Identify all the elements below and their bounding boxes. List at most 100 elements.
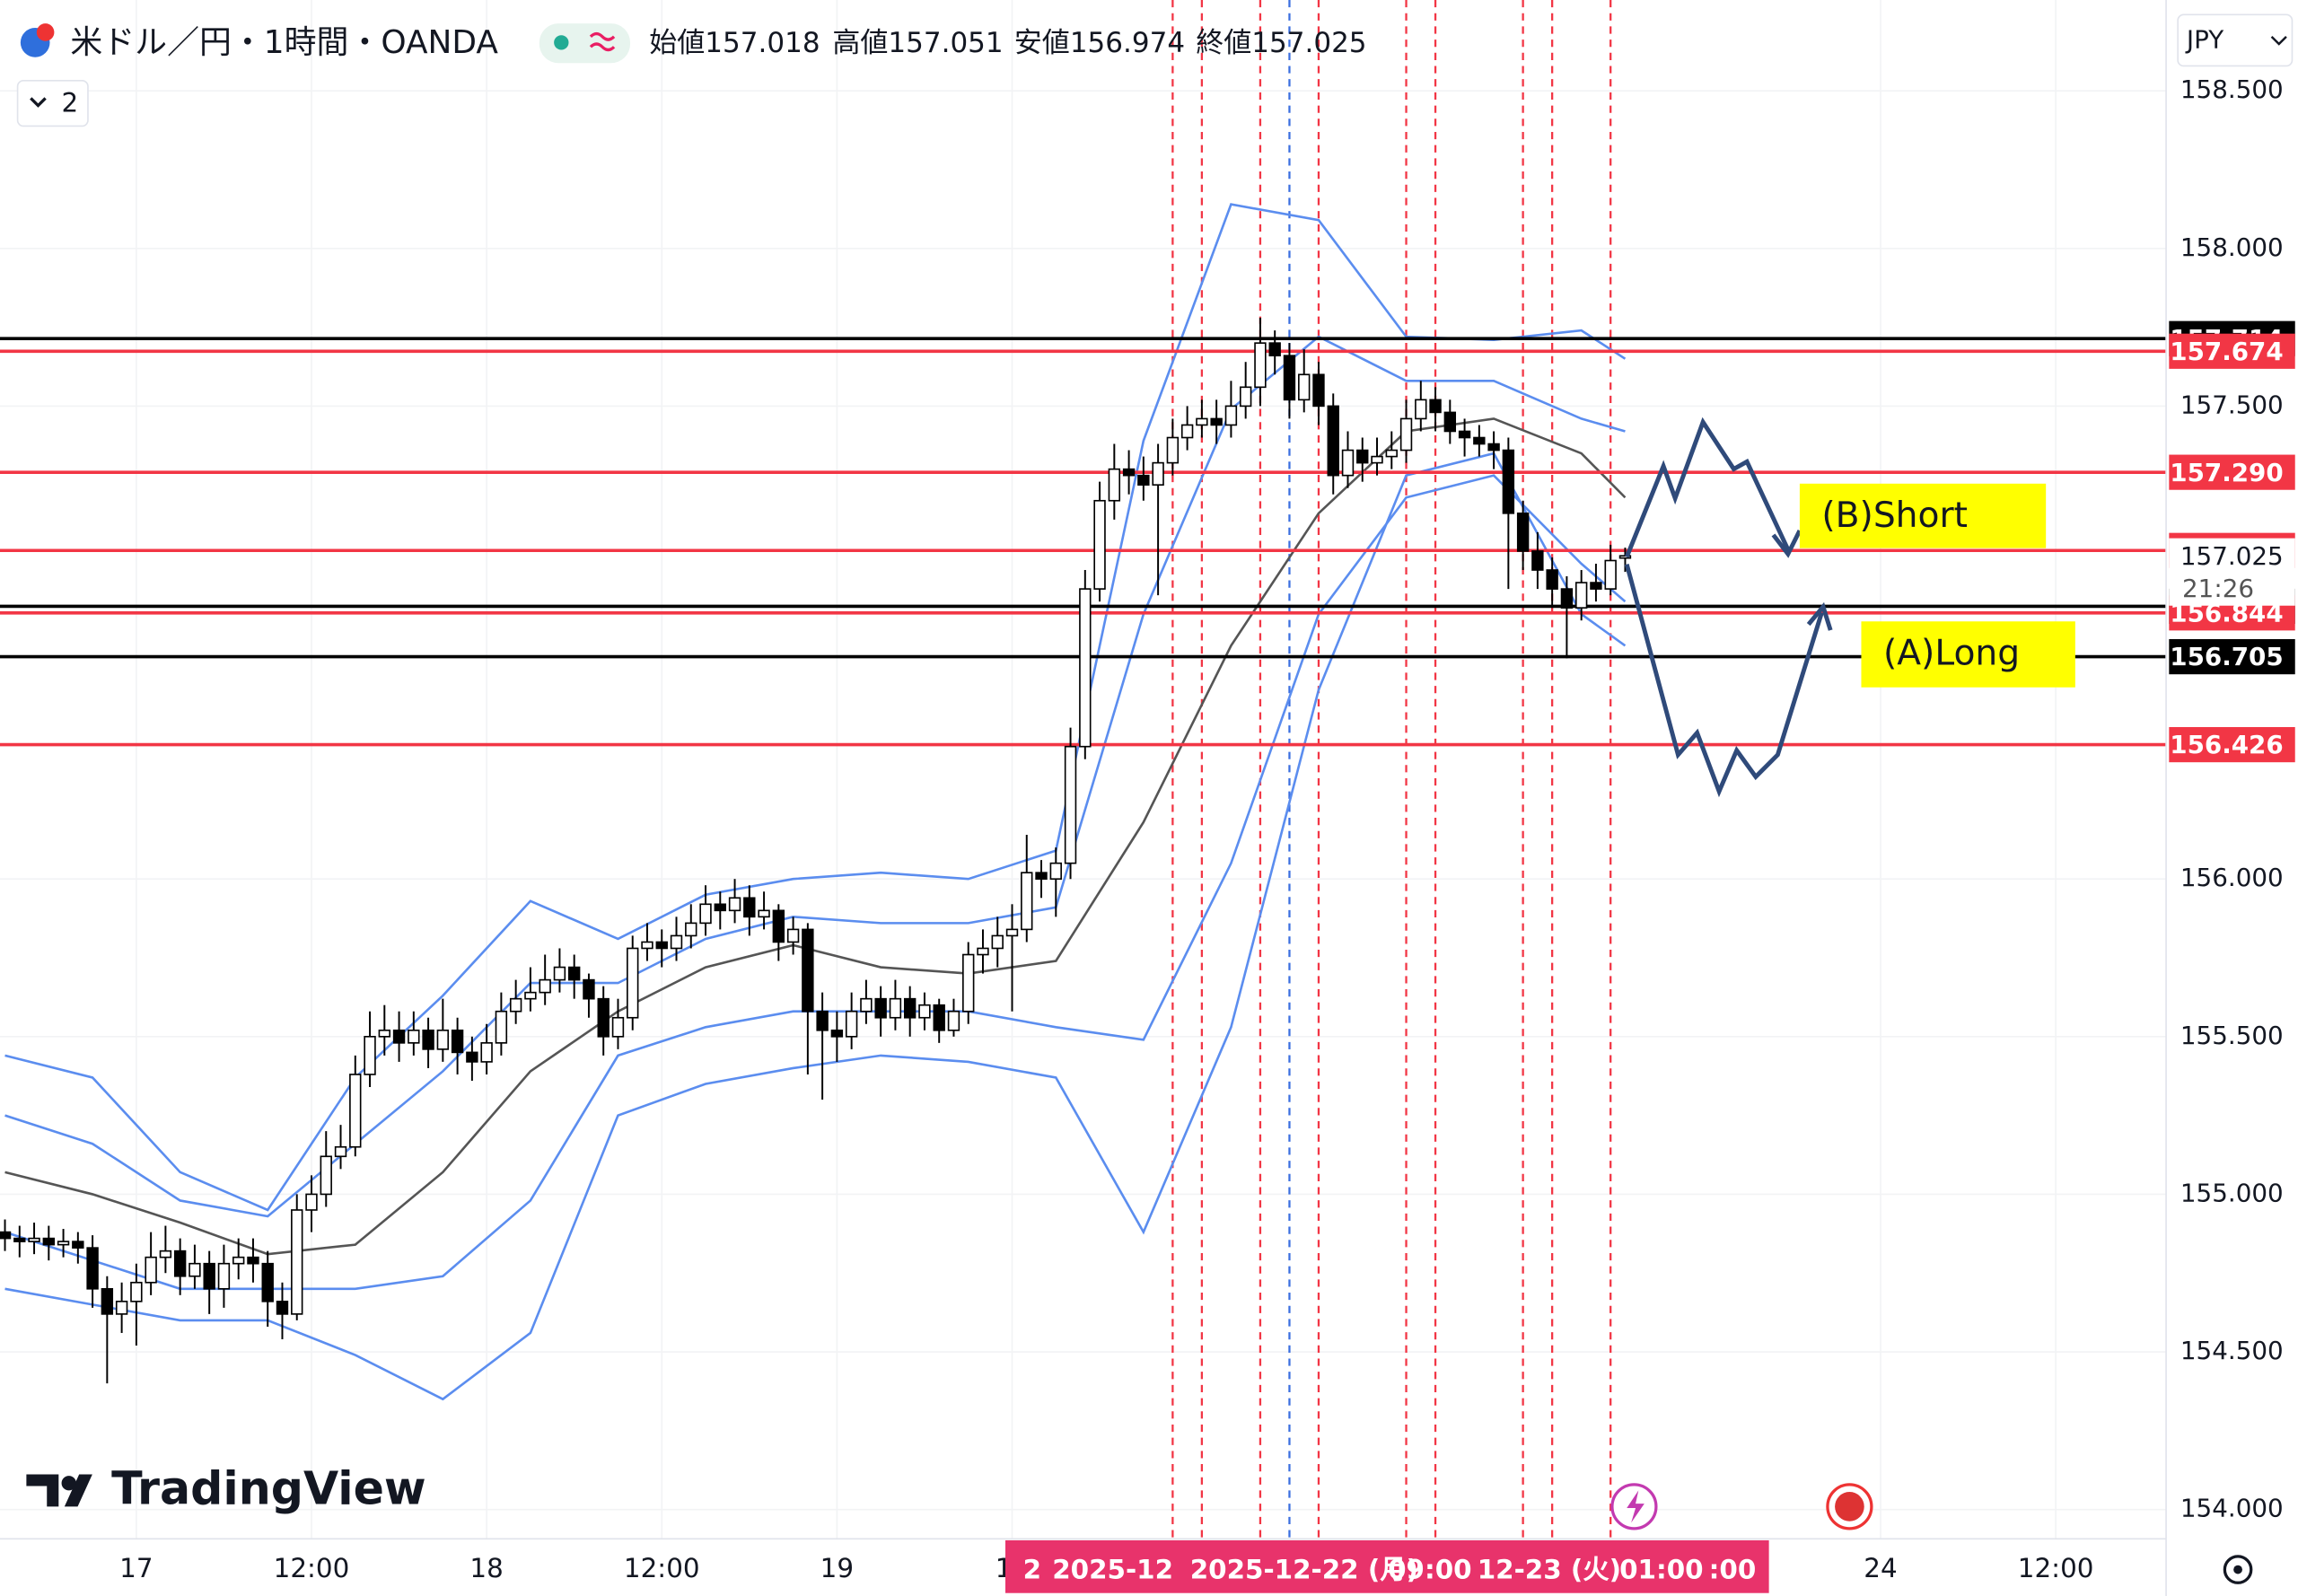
settings-icon	[2233, 1565, 2242, 1574]
y-tick-label: 156.000	[2180, 863, 2284, 892]
candle-body	[349, 1074, 362, 1148]
candle-body	[261, 1262, 274, 1302]
candle-body	[627, 947, 639, 1019]
ohlc-label: 終値	[1196, 27, 1251, 59]
candle-body	[918, 1004, 931, 1019]
candle-body	[655, 941, 668, 950]
candle-body	[1254, 342, 1267, 389]
candle-body	[159, 1250, 172, 1258]
y-tick-label: 157.500	[2180, 390, 2284, 419]
countdown: 21:26	[2182, 574, 2254, 603]
time-label: 2025-12-22 (月)	[1190, 1555, 1418, 1585]
candle-body	[889, 997, 902, 1019]
candle-body	[1516, 512, 1530, 552]
candle-body	[1064, 745, 1077, 864]
price-label: 157.674	[2170, 337, 2283, 366]
candle-body	[860, 997, 873, 1013]
candle-body	[962, 953, 975, 1013]
candle-body	[539, 978, 551, 994]
candle-body	[1429, 399, 1442, 414]
x-tick-label: 12:00	[2018, 1553, 2094, 1583]
event-icon	[1627, 1490, 1645, 1523]
status-pill	[539, 23, 631, 64]
ohlc-item: 高値157.051	[832, 27, 1003, 59]
currency: JPY	[2185, 25, 2223, 55]
annotation-box	[1799, 483, 2047, 548]
band-line	[4, 335, 1626, 1218]
candle-body	[247, 1256, 259, 1265]
candle-body	[1224, 405, 1238, 426]
candle-body	[583, 978, 595, 1000]
candle-body	[524, 991, 537, 1000]
price-label-box	[2169, 727, 2295, 763]
candle-body	[1021, 872, 1033, 931]
candle-body	[422, 1029, 434, 1050]
candle-body	[1487, 443, 1500, 452]
candle-body	[1093, 499, 1106, 590]
plot	[0, 0, 2167, 1539]
candle-body	[903, 997, 917, 1019]
last-price-box	[2169, 538, 2295, 606]
annotation-box	[1861, 621, 2075, 688]
settings-icon[interactable]	[2223, 1555, 2253, 1584]
status-icon	[589, 31, 616, 52]
axes: 158.500 158.000 157.500 156.000 155.500 155.0…	[119, 75, 2295, 1583]
candle-body	[1196, 417, 1208, 426]
y-tick-label: 155.000	[2180, 1178, 2284, 1207]
scenario-path	[1624, 563, 1824, 798]
ohlc-value: 157.051	[888, 27, 1003, 59]
ohlc-item: 始値157.018	[649, 27, 820, 59]
candle-body	[1458, 430, 1471, 439]
time-label: 12-23 (火)	[1478, 1555, 1621, 1585]
candle-body	[145, 1256, 157, 1284]
candle-body	[699, 903, 712, 925]
candle-body	[977, 947, 989, 956]
ohlc-value: 157.025	[1251, 27, 1366, 59]
price-label-box	[2169, 333, 2295, 369]
ohlc-item: 安値156.974	[1014, 27, 1185, 59]
candle-body	[670, 934, 683, 950]
candle-body	[13, 1237, 26, 1242]
candle-body	[1122, 468, 1136, 477]
candle-body	[101, 1287, 114, 1315]
candle-body	[743, 897, 756, 918]
candle-body	[408, 1029, 420, 1044]
candle-body	[1574, 582, 1588, 609]
indicator-toggle[interactable]	[16, 80, 89, 127]
candle-body	[611, 1016, 625, 1038]
time-label: 01:00	[1619, 1555, 1704, 1585]
price-label: 156.705	[2170, 642, 2283, 671]
arrowhead	[1806, 601, 1833, 631]
candle-body	[1341, 449, 1355, 477]
candle-body	[0, 1231, 12, 1240]
x-tick-label: 12:00	[274, 1553, 350, 1583]
candle-body	[1180, 424, 1194, 439]
x-tick-label: 18	[469, 1553, 503, 1583]
candle-body	[509, 997, 522, 1013]
y-tick-label: 154.000	[2180, 1494, 2284, 1523]
candle-body	[1502, 449, 1515, 514]
candle-body	[991, 934, 1004, 950]
candle-body	[802, 928, 814, 1013]
candle-body	[1415, 399, 1427, 420]
candle-body	[57, 1241, 70, 1246]
time-label: 2025-12	[1052, 1555, 1173, 1585]
candle-body	[1239, 386, 1252, 408]
x-tick-label: 24	[1864, 1553, 1897, 1583]
x-tick-label: 12:00	[624, 1553, 700, 1583]
ohlc-label: 高値	[832, 27, 888, 59]
candle-body	[1166, 436, 1180, 464]
status-dot	[554, 35, 569, 50]
candle-body	[714, 903, 726, 912]
candle-body	[1399, 417, 1413, 452]
candle-body	[115, 1301, 128, 1315]
currency-button[interactable]	[2177, 13, 2294, 67]
x-tick-label: 17	[119, 1553, 153, 1583]
candle-body	[1371, 455, 1383, 464]
candle-body	[72, 1241, 84, 1249]
ohlc-label: 安値	[1014, 27, 1070, 59]
candle-body	[567, 966, 581, 981]
